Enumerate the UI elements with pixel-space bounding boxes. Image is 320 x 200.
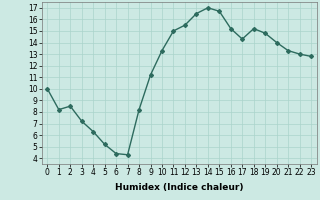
X-axis label: Humidex (Indice chaleur): Humidex (Indice chaleur)	[115, 183, 244, 192]
